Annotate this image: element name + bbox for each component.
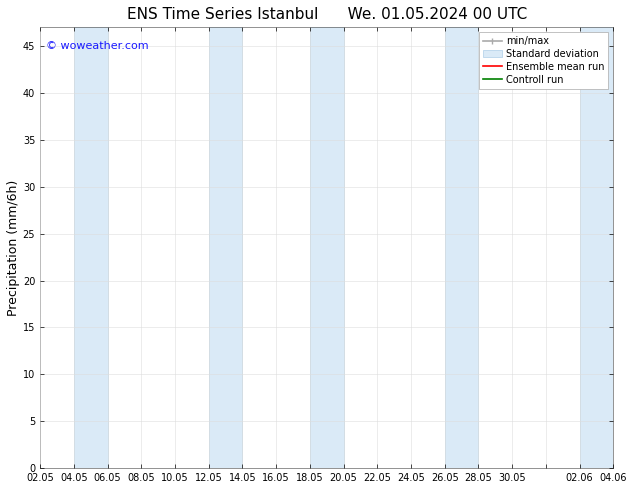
- Bar: [310, 27, 344, 468]
- Bar: [579, 27, 613, 468]
- Title: ENS Time Series Istanbul      We. 01.05.2024 00 UTC: ENS Time Series Istanbul We. 01.05.2024 …: [127, 7, 527, 22]
- Bar: [444, 27, 479, 468]
- Legend: min/max, Standard deviation, Ensemble mean run, Controll run: min/max, Standard deviation, Ensemble me…: [479, 32, 609, 89]
- Y-axis label: Precipitation (mm/6h): Precipitation (mm/6h): [7, 180, 20, 316]
- Text: © woweather.com: © woweather.com: [46, 41, 148, 50]
- Bar: [209, 27, 242, 468]
- Bar: [74, 27, 108, 468]
